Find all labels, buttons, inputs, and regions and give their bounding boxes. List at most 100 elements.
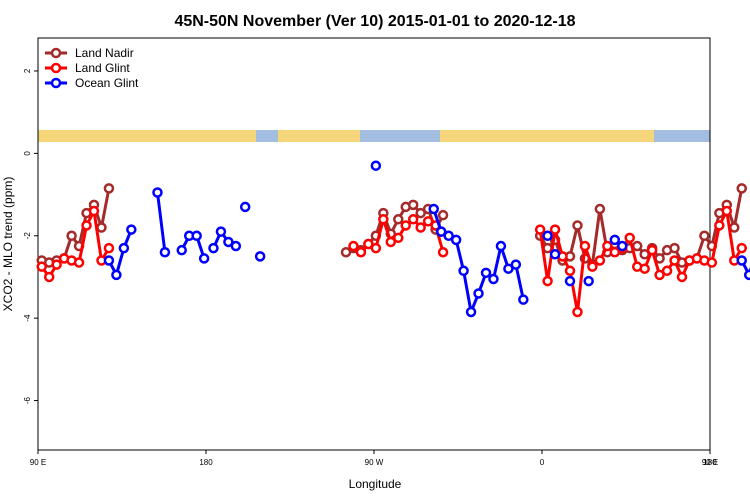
data-point [370, 242, 382, 254]
data-point [549, 249, 561, 260]
data-point [458, 265, 469, 277]
data-point [534, 224, 546, 235]
data-point [415, 222, 426, 233]
data-point [450, 234, 462, 246]
data-point [378, 214, 389, 225]
data-point [230, 240, 242, 252]
data-point [239, 201, 251, 213]
data-point [583, 275, 594, 287]
data-point [198, 253, 210, 264]
data-point [654, 269, 665, 281]
data-point [503, 263, 514, 274]
data-point [518, 294, 529, 305]
data-point [159, 246, 171, 258]
x-tick-label: 90 E [30, 458, 46, 467]
data-point [407, 199, 419, 211]
data-point [437, 209, 449, 221]
data-point [480, 267, 492, 279]
legend-swatch-point [50, 77, 62, 89]
series-line [740, 259, 750, 277]
series-line [107, 229, 133, 277]
data-point [542, 242, 553, 254]
data-point [96, 222, 107, 233]
chart-title: 45N-50N November (Ver 10) 2015-01-01 to … [174, 13, 575, 30]
data-point [587, 261, 598, 272]
map-land-segment [38, 130, 256, 142]
data-point [400, 220, 411, 231]
map-land-segment [278, 130, 360, 142]
data-point [572, 306, 583, 318]
data-point [355, 246, 367, 258]
data-point [340, 246, 352, 258]
data-point [437, 246, 449, 258]
data-point [609, 234, 621, 246]
series-group [36, 183, 747, 270]
data-point [152, 187, 163, 198]
data-point [51, 259, 62, 270]
data-point [443, 230, 454, 242]
data-point [736, 255, 747, 266]
data-point [706, 257, 718, 268]
map-strip [38, 130, 710, 142]
legend-swatch-point [50, 62, 62, 74]
data-point [208, 242, 219, 254]
series-group [239, 160, 594, 287]
data-point [73, 257, 85, 268]
data-point [624, 232, 635, 244]
data-point [191, 230, 202, 242]
legend-label: Land Nadir [75, 46, 134, 60]
data-point [370, 160, 382, 171]
data-point [473, 288, 484, 299]
data-point [602, 240, 613, 252]
data-point [714, 220, 725, 231]
data-point [385, 236, 397, 248]
series-group [103, 187, 750, 318]
series-group [36, 205, 747, 318]
data-point [699, 230, 710, 242]
data-point [111, 269, 122, 281]
data-point [88, 205, 100, 217]
data-point [363, 238, 374, 250]
data-point [465, 306, 477, 318]
data-point [36, 261, 47, 272]
data-point [609, 246, 621, 258]
data-point [126, 224, 137, 235]
data-point [669, 255, 680, 266]
data-point [617, 240, 628, 252]
data-point [669, 242, 680, 254]
data-point [66, 230, 77, 242]
data-point [103, 242, 115, 254]
data-point [729, 222, 740, 233]
map-land-segment [440, 130, 654, 142]
data-point [639, 249, 650, 260]
x-tick-label: 180 [703, 458, 717, 467]
data-point [594, 203, 606, 215]
series-line [538, 188, 744, 267]
y-axis-label: XCO2 - MLO trend (ppm) [1, 177, 15, 312]
data-point [428, 203, 439, 215]
data-point [736, 183, 747, 194]
series-layer [36, 160, 750, 318]
legend-swatch-point [50, 47, 62, 59]
data-point [223, 236, 234, 248]
data-point [407, 214, 419, 225]
data-point [254, 251, 266, 262]
legend-label: Land Glint [75, 61, 130, 75]
data-point [422, 216, 434, 227]
legend-label: Ocean Glint [75, 76, 139, 90]
data-point [103, 255, 115, 266]
data-point [646, 244, 658, 256]
x-tick-label: 90 W [365, 458, 384, 467]
data-point [564, 275, 576, 287]
data-point [542, 275, 553, 287]
x-axis-label: Longitude [349, 477, 402, 491]
data-point [572, 220, 583, 231]
data-point [579, 240, 591, 252]
data-point [676, 271, 688, 283]
y-tick-label: 2 [23, 68, 32, 73]
data-point [43, 271, 55, 283]
data-point [639, 263, 650, 274]
data-point [721, 205, 733, 217]
